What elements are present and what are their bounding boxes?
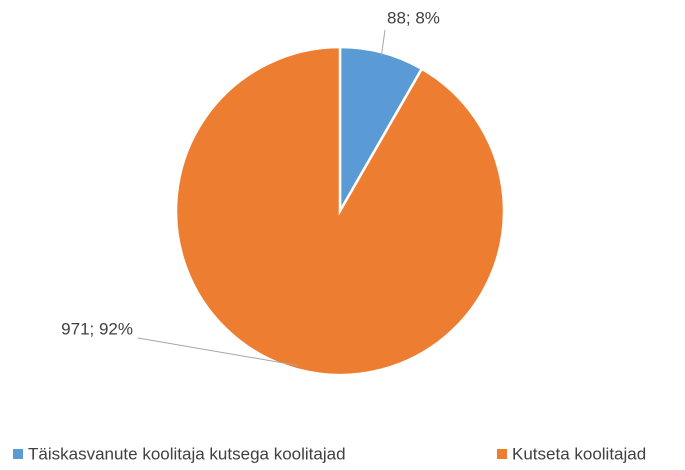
data-label: 88; 8% (387, 8, 440, 27)
leader-line (380, 29, 386, 57)
legend-label: Täiskasvanute koolitaja kutsega koolitaj… (28, 444, 346, 463)
legend-swatch (13, 449, 23, 459)
legend-label: Kutseta koolitajad (512, 444, 646, 463)
leader-line (137, 337, 299, 367)
legend-swatch (497, 449, 507, 459)
data-label: 971; 92% (61, 319, 133, 338)
pie-slice (174, 45, 506, 377)
